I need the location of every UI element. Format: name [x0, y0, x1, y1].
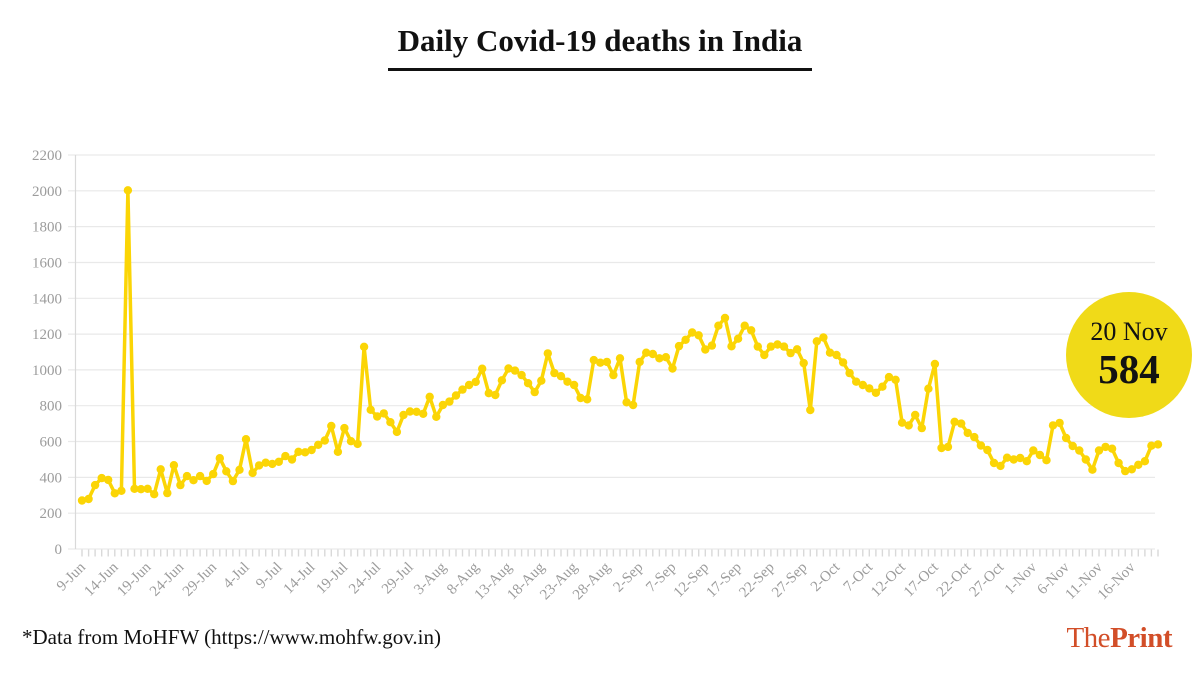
svg-text:2200: 2200 — [32, 148, 62, 164]
svg-text:29-Jun: 29-Jun — [180, 559, 221, 600]
svg-text:1600: 1600 — [32, 256, 62, 272]
svg-text:14-Jun: 14-Jun — [81, 559, 122, 600]
theprint-logo-the: The — [1066, 622, 1111, 654]
theprint-logo-print: Print — [1110, 622, 1172, 654]
svg-text:2000: 2000 — [32, 184, 62, 200]
data-source-note: *Data from MoHFW (https://www.mohfw.gov.… — [22, 625, 441, 649]
svg-text:28-Aug: 28-Aug — [570, 559, 614, 603]
svg-text:12-Oct: 12-Oct — [868, 559, 909, 600]
svg-text:29-Jul: 29-Jul — [379, 560, 417, 598]
latest-value-badge: 20 Nov 584 — [1066, 292, 1192, 418]
svg-text:27-Sep: 27-Sep — [769, 560, 810, 601]
svg-text:3-Aug: 3-Aug — [411, 559, 450, 598]
svg-text:19-Jul: 19-Jul — [313, 560, 351, 598]
svg-text:17-Sep: 17-Sep — [704, 560, 745, 601]
theprint-logo: ThePrint — [1066, 622, 1172, 655]
svg-text:1200: 1200 — [32, 327, 62, 343]
svg-text:1-Nov: 1-Nov — [1002, 559, 1041, 598]
svg-text:22-Sep: 22-Sep — [736, 560, 777, 601]
svg-text:1400: 1400 — [32, 291, 62, 307]
badge-date: 20 Nov — [1090, 317, 1168, 347]
svg-text:24-Jun: 24-Jun — [147, 559, 188, 600]
svg-text:12-Sep: 12-Sep — [671, 560, 712, 601]
svg-text:2-Sep: 2-Sep — [610, 560, 646, 596]
svg-text:19-Jun: 19-Jun — [114, 559, 155, 600]
svg-text:17-Oct: 17-Oct — [901, 559, 942, 600]
svg-text:16-Nov: 16-Nov — [1095, 559, 1139, 603]
svg-text:600: 600 — [40, 435, 63, 451]
svg-text:22-Oct: 22-Oct — [934, 559, 975, 600]
svg-text:200: 200 — [40, 506, 63, 522]
svg-text:27-Oct: 27-Oct — [967, 559, 1008, 600]
svg-text:400: 400 — [40, 470, 63, 486]
page-title-text: Daily Covid-19 deaths in India — [387, 22, 813, 72]
page-title: Daily Covid-19 deaths in India — [0, 22, 1200, 72]
svg-text:2-Oct: 2-Oct — [808, 559, 844, 595]
svg-text:800: 800 — [40, 399, 63, 415]
svg-text:0: 0 — [55, 542, 63, 558]
svg-text:24-Jul: 24-Jul — [346, 560, 384, 598]
badge-value: 584 — [1098, 345, 1160, 392]
svg-text:4-Jul: 4-Jul — [220, 560, 253, 593]
svg-text:1800: 1800 — [32, 220, 62, 236]
svg-text:1000: 1000 — [32, 363, 62, 379]
svg-text:14-Jul: 14-Jul — [281, 560, 319, 598]
